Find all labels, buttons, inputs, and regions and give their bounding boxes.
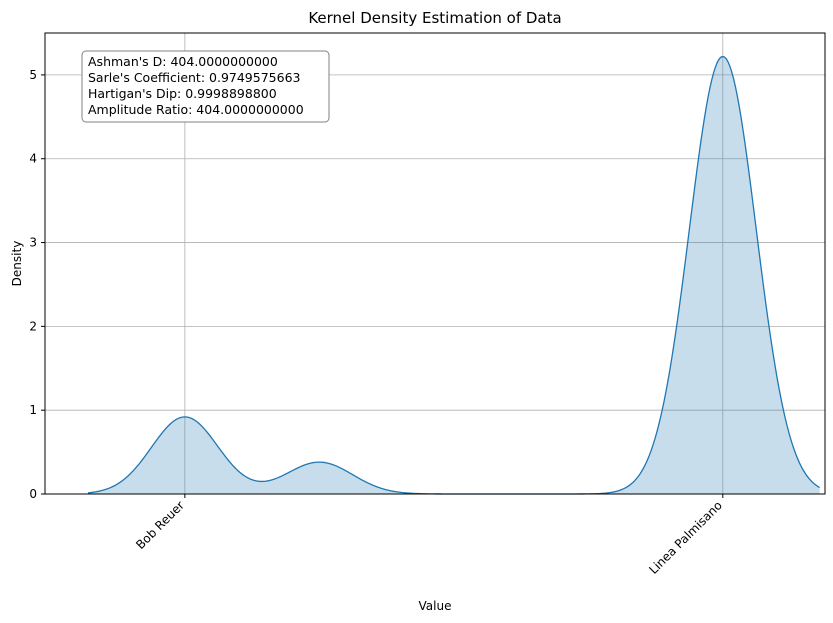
stats-hartigans-dip: Hartigan's Dip: 0.9998898800 [88,86,277,101]
chart-title: Kernel Density Estimation of Data [308,9,561,27]
y-tick-label: 2 [29,319,37,333]
y-tick-label: 5 [29,68,37,82]
y-tick-label: 4 [29,152,37,166]
y-tick-label: 3 [29,236,37,250]
y-axis-ticks: 0 1 2 3 4 5 [29,68,45,501]
stats-ashmans-d: Ashman's D: 404.0000000000 [88,54,278,69]
x-tick-label: Linea Palmisano [646,498,725,577]
y-axis-label: Density [10,241,24,287]
stats-box-frame [81,50,330,123]
kde-area [88,56,820,494]
stats-sarles-coefficient: Sarle's Coefficient: 0.9749575663 [88,70,300,85]
y-tick-label: 0 [29,487,37,501]
stats-annotation-box: Ashman's D: 404.0000000000 Sarle's Coeff… [81,50,330,123]
x-axis-ticks: Bob Reuer Linea Palmisano [133,494,725,577]
x-axis-label: Value [419,599,452,613]
stats-amplitude-ratio: Amplitude Ratio: 404.0000000000 [88,102,304,117]
plot-frame [44,32,826,495]
y-tick-label: 1 [29,403,37,417]
x-tick-label: Bob Reuer [133,498,187,552]
